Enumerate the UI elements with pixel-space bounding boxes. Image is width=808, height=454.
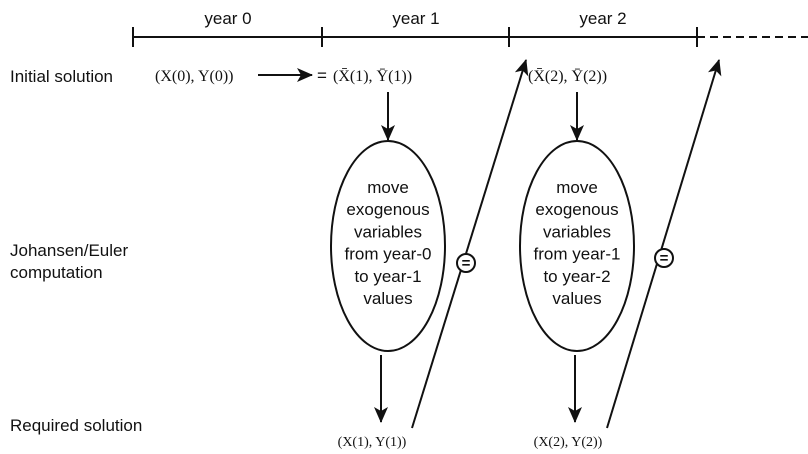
ellipse-line: move [556, 178, 598, 197]
computation-ellipse [330, 140, 446, 352]
link-arrow [606, 59, 722, 429]
ellipse-line: variables [543, 222, 611, 241]
timeline-ticks [132, 27, 698, 47]
ellipse-line: variables [354, 222, 422, 241]
ellipse-line: values [552, 289, 601, 308]
initial-value: (X̄(1), Ȳ(1)) [333, 68, 412, 85]
ellipse-line: exogenous [346, 200, 429, 219]
result: (X(2), Y(2)) [534, 435, 603, 450]
row-label: computation [10, 263, 103, 282]
ellipse-line: move [367, 178, 409, 197]
ellipse-line: from year-0 [345, 245, 432, 264]
year-label: year 1 [392, 9, 439, 28]
computation-ellipse [519, 140, 635, 352]
ellipse-line: values [363, 289, 412, 308]
year-label: year 2 [579, 9, 626, 28]
equals: = [317, 66, 327, 85]
result: (X(1), Y(1)) [338, 435, 407, 450]
initial-value: (X̄(2), Ȳ(2)) [528, 68, 607, 85]
row-label: Initial solution [10, 67, 113, 86]
row-label: Johansen/Euler [10, 241, 128, 260]
ellipse-line: from year-1 [534, 245, 621, 264]
link-circle [456, 253, 476, 273]
row-label: Required solution [10, 416, 142, 435]
ellipse-line: to year-1 [354, 267, 421, 286]
ellipse-line: to year-2 [543, 267, 610, 286]
ellipse-line: exogenous [535, 200, 618, 219]
link-circle [654, 248, 674, 268]
year-label: year 0 [204, 9, 251, 28]
link-arrow [411, 59, 529, 429]
initial-value: (X(0), Y(0)) [155, 68, 233, 85]
ellipse-text: move exogenous variables from year-0 to year… [345, 178, 432, 308]
ellipse-text: move exogenous variables from year-1 to year… [534, 178, 621, 308]
link-equals: = [660, 250, 669, 267]
link-equals: = [462, 255, 471, 272]
